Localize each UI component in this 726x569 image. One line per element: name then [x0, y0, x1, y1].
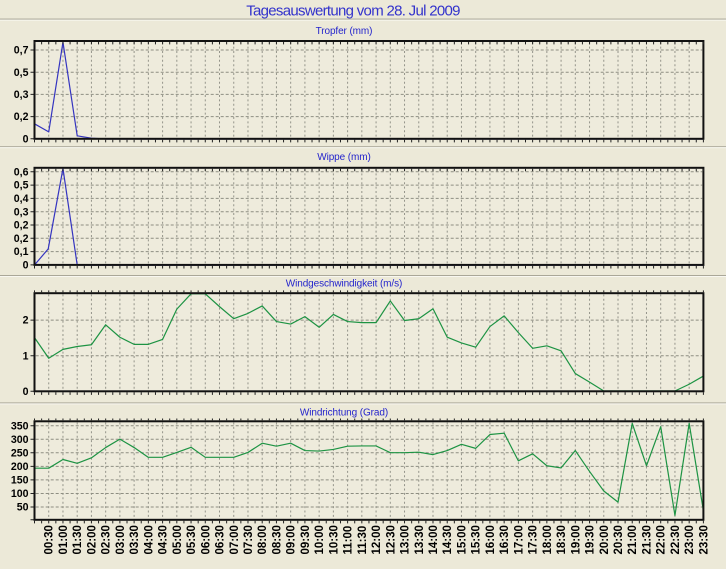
svg-text:Wippe (mm): Wippe (mm) [317, 152, 370, 163]
svg-text:0,5: 0,5 [14, 180, 29, 192]
svg-text:2: 2 [23, 315, 29, 327]
svg-text:05:30: 05:30 [186, 525, 198, 554]
svg-text:50: 50 [17, 502, 29, 514]
svg-text:17:30: 17:30 [528, 525, 540, 554]
svg-text:0,2: 0,2 [14, 111, 29, 123]
svg-text:19:30: 19:30 [585, 525, 597, 554]
svg-text:04:30: 04:30 [158, 525, 170, 554]
svg-text:02:00: 02:00 [86, 525, 98, 554]
svg-text:16:30: 16:30 [499, 525, 511, 554]
svg-text:21:30: 21:30 [641, 525, 653, 554]
svg-text:06:30: 06:30 [215, 525, 227, 554]
svg-text:12:30: 12:30 [385, 525, 397, 554]
svg-text:04:00: 04:00 [143, 525, 155, 554]
svg-text:14:00: 14:00 [428, 525, 440, 554]
svg-text:09:30: 09:30 [300, 525, 312, 554]
svg-text:03:00: 03:00 [115, 525, 127, 554]
svg-text:10:00: 10:00 [314, 525, 326, 554]
svg-text:23:00: 23:00 [684, 525, 696, 554]
svg-text:Windrichtung (Grad): Windrichtung (Grad) [300, 407, 388, 418]
svg-text:03:30: 03:30 [129, 525, 141, 554]
svg-text:14:30: 14:30 [442, 525, 454, 554]
svg-text:02:30: 02:30 [101, 525, 113, 554]
svg-text:12:00: 12:00 [371, 525, 383, 554]
svg-text:23:30: 23:30 [698, 525, 710, 554]
svg-text:05:00: 05:00 [172, 525, 184, 554]
svg-text:19:00: 19:00 [570, 525, 582, 554]
svg-text:0,6: 0,6 [14, 166, 29, 178]
svg-text:0,5: 0,5 [14, 67, 29, 79]
svg-text:Windgeschwindigkeit (m/s): Windgeschwindigkeit (m/s) [286, 279, 402, 290]
svg-text:08:30: 08:30 [271, 525, 283, 554]
svg-text:0: 0 [23, 133, 29, 145]
svg-text:22:00: 22:00 [656, 525, 668, 554]
svg-text:13:30: 13:30 [414, 525, 426, 554]
svg-text:0,4: 0,4 [14, 193, 29, 205]
svg-text:15:30: 15:30 [471, 525, 483, 554]
svg-text:0,1: 0,1 [14, 246, 29, 258]
svg-text:20:00: 20:00 [599, 525, 611, 554]
svg-text:16:00: 16:00 [485, 525, 497, 554]
svg-text:13:00: 13:00 [400, 525, 412, 554]
svg-text:10:30: 10:30 [328, 525, 340, 554]
svg-text:0,2: 0,2 [14, 233, 29, 245]
svg-text:07:30: 07:30 [243, 525, 255, 554]
svg-text:11:00: 11:00 [343, 526, 355, 555]
svg-text:0,3: 0,3 [14, 206, 29, 218]
svg-text:01:30: 01:30 [72, 525, 84, 554]
svg-text:0: 0 [23, 386, 29, 398]
svg-text:18:00: 18:00 [542, 525, 554, 554]
svg-text:0,3: 0,3 [14, 89, 29, 101]
svg-text:1: 1 [23, 350, 29, 362]
svg-text:21:00: 21:00 [627, 525, 639, 554]
svg-text:00:30: 00:30 [44, 525, 56, 554]
svg-text:Tagesauswertung vom 28. Jul 20: Tagesauswertung vom 28. Jul 2009 [246, 2, 460, 19]
svg-text:Tropfer (mm): Tropfer (mm) [316, 26, 373, 37]
svg-text:17:00: 17:00 [513, 525, 525, 554]
svg-text:11:30: 11:30 [357, 526, 369, 555]
svg-text:08:00: 08:00 [257, 525, 269, 554]
svg-text:100: 100 [11, 488, 29, 500]
svg-text:06:00: 06:00 [200, 525, 212, 554]
svg-text:0: 0 [23, 260, 29, 272]
svg-text:01:00: 01:00 [58, 525, 70, 554]
svg-text:350: 350 [11, 420, 29, 432]
svg-text:15:00: 15:00 [456, 525, 468, 554]
svg-text:0,7: 0,7 [14, 45, 29, 57]
svg-text:300: 300 [11, 434, 29, 446]
svg-text:09:00: 09:00 [286, 525, 298, 554]
svg-text:0,2: 0,2 [14, 220, 29, 232]
svg-text:20:30: 20:30 [613, 525, 625, 554]
svg-text:150: 150 [11, 475, 29, 487]
svg-text:18:30: 18:30 [556, 525, 568, 554]
svg-text:250: 250 [11, 447, 29, 459]
svg-text:07:00: 07:00 [229, 525, 241, 554]
svg-text:22:30: 22:30 [670, 525, 682, 554]
svg-text:200: 200 [11, 461, 29, 473]
